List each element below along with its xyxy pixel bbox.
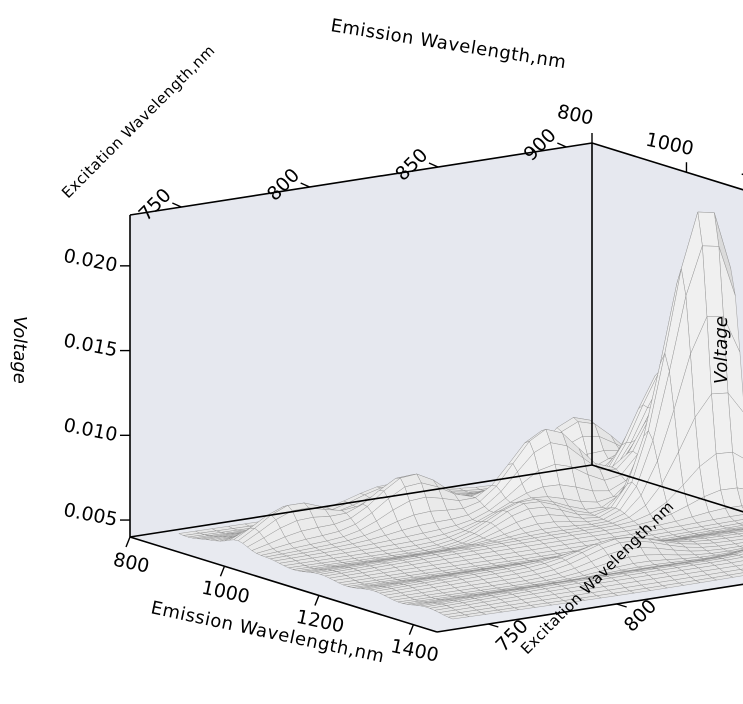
- tick-mark: [488, 623, 499, 628]
- tick-mark: [172, 202, 182, 208]
- box-edge: [436, 583, 743, 633]
- box-edge: [591, 464, 743, 513]
- box-frame: [129, 142, 743, 633]
- emission-tick-label-bottom: 800: [111, 549, 151, 578]
- tick-mark: [557, 142, 567, 148]
- emission-axis-title-top: Emission Wavelength,nm: [329, 15, 568, 73]
- box-edge: [129, 536, 438, 633]
- surface-facet: [447, 614, 471, 620]
- tick-mark: [219, 565, 226, 577]
- box-edge: [129, 142, 593, 216]
- excitation-axis-title-left: Excitation Wavelength,nm: [58, 41, 218, 201]
- emission-tick-label-top: 800: [555, 101, 595, 130]
- left-back-wall: [130, 143, 592, 537]
- emission-axis-title-bottom: Emission Wavelength,nm: [149, 597, 386, 667]
- tick-mark: [616, 603, 627, 608]
- tick-mark: [314, 595, 320, 606]
- voltage-axis-title-right: Voltage: [711, 316, 732, 384]
- voltage-tick-label-left: 0.015: [62, 330, 120, 362]
- emission-tick-label-bottom: 1000: [200, 577, 252, 609]
- tick-mark: [300, 182, 310, 188]
- tick-mark: [428, 162, 439, 168]
- voltage-tick-label-left: 0.020: [62, 245, 120, 277]
- voltage-tick-label-left: 0.005: [62, 499, 120, 531]
- tick-mark: [125, 536, 131, 548]
- box-edge: [591, 142, 743, 191]
- voltage-tick-label-left: 0.010: [62, 414, 120, 446]
- emission-tick-label-top: 1000: [644, 129, 696, 161]
- surface-mesh: [178, 211, 743, 620]
- voltage-axis-title-left: Voltage: [9, 316, 30, 384]
- emission-tick-label-bottom: 1400: [389, 635, 441, 667]
- tick-mark: [408, 624, 415, 635]
- box-edge: [129, 464, 593, 538]
- emission-tick-label-top: 1200: [738, 158, 743, 190]
